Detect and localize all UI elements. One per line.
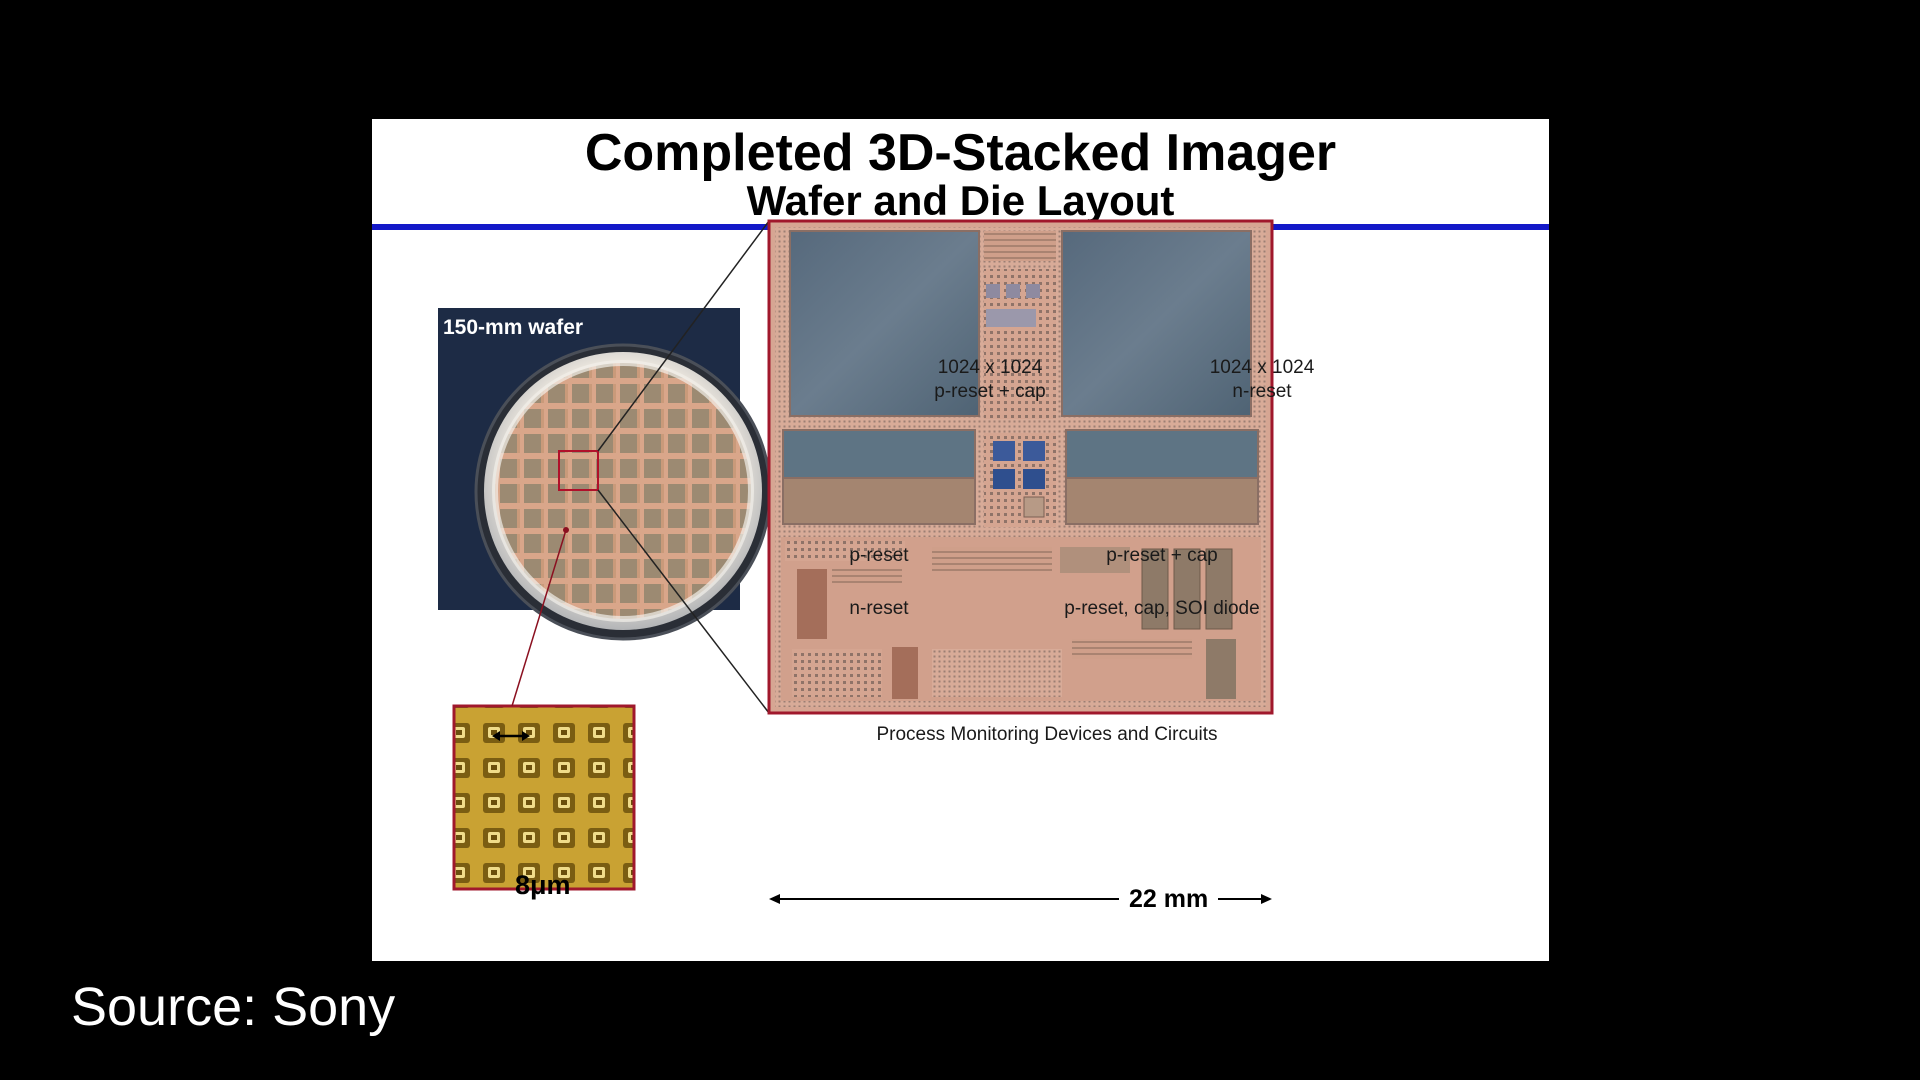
wafer-label: 150-mm wafer [443,316,584,339]
block-label-process-monitor: Process Monitoring Devices and Circuits [876,724,1218,745]
block-label-mid-right-bottom: p-reset, cap, SOI diode [1064,598,1260,619]
block-label-mid-left-bottom: n-reset [849,598,909,619]
block-label-top-right: 1024 x 1024 n-reset [1209,357,1315,402]
pixel-closeup [452,704,636,891]
source-caption: Source: Sony [71,977,396,1037]
die-layout [767,219,1274,715]
die-scale-label: 22 mm [1119,885,1219,914]
slide-subtitle: Wafer and Die Layout [746,177,1175,224]
pixel-pitch-label: 8μm [515,870,571,900]
block-label-mid-left-top: p-reset [849,545,909,566]
block-label-mid-right-top: p-reset + cap [1106,545,1218,566]
block-label-top-left: 1024 x 1024 p-reset + cap [934,357,1046,402]
slide: Completed 3D-Stacked Imager Wafer and Di… [372,119,1549,961]
wafer-die-figure [438,219,1274,904]
slide-title: Completed 3D-Stacked Imager [584,124,1337,182]
wafer-die-highlight [558,450,599,491]
